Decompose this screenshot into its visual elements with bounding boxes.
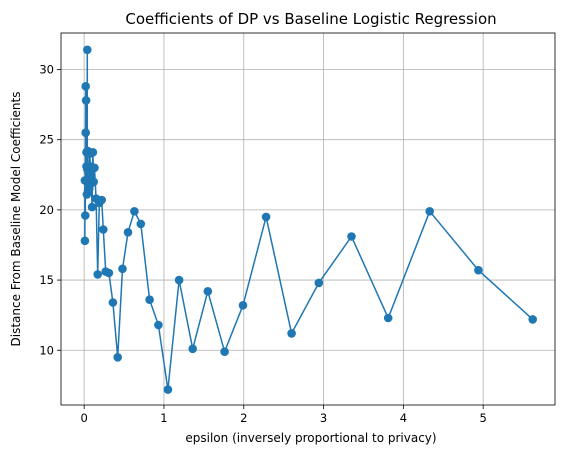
- data-point: [90, 163, 99, 173]
- data-point: [314, 278, 324, 288]
- data-point: [154, 320, 163, 330]
- data-point: [81, 128, 90, 137]
- x-tick-label: 1: [160, 411, 167, 425]
- data-point: [238, 301, 248, 310]
- data-point: [99, 225, 108, 234]
- data-point: [118, 264, 127, 274]
- data-point: [108, 298, 118, 307]
- data-point: [113, 353, 122, 362]
- y-tick-label: 30: [39, 62, 54, 76]
- data-point: [97, 195, 106, 205]
- grid: [61, 33, 555, 405]
- data-point: [136, 219, 146, 229]
- x-tick-label: 0: [80, 411, 87, 425]
- data-point: [474, 265, 483, 275]
- data-point: [81, 96, 91, 105]
- ticks: 0 1 2 3 4 5 10 15 20 25 30: [39, 62, 486, 425]
- x-axis-label: epsilon (inversely proportional to priva…: [185, 431, 436, 445]
- data-point: [220, 347, 229, 357]
- y-tick-label: 20: [39, 203, 54, 217]
- data-point: [287, 329, 296, 338]
- data-point: [163, 385, 173, 394]
- chart-title: Coefficients of DP vs Baseline Logistic …: [125, 10, 496, 28]
- data-point: [81, 211, 90, 220]
- data-point: [88, 148, 98, 157]
- x-tick-label: 2: [240, 411, 247, 425]
- data-point: [89, 177, 98, 187]
- data-point: [81, 82, 90, 91]
- y-axis-label: Distance From Baseline Model Coefficient…: [9, 92, 23, 347]
- y-tick-label: 25: [39, 133, 54, 147]
- data-point: [347, 232, 356, 241]
- y-tick-label: 10: [39, 343, 54, 357]
- data-point: [83, 45, 92, 55]
- data-point: [84, 169, 93, 178]
- y-tick-label: 15: [39, 273, 54, 287]
- data-point: [188, 344, 197, 354]
- data-point: [93, 270, 102, 279]
- data-point: [203, 287, 213, 296]
- data-point: [174, 275, 184, 285]
- x-tick-label: 4: [400, 411, 407, 425]
- data-point: [425, 207, 435, 216]
- data-point: [123, 228, 133, 237]
- x-tick-label: 3: [320, 411, 327, 425]
- x-tick-label: 5: [480, 411, 487, 425]
- plot-frame: [60, 32, 556, 406]
- data-point: [261, 212, 271, 222]
- data-point: [145, 295, 154, 305]
- data-point: [130, 207, 139, 216]
- data-point: [104, 268, 114, 278]
- data-point: [87, 202, 97, 212]
- data-point: [528, 315, 537, 324]
- data-point: [383, 313, 393, 323]
- marker-layer: [80, 45, 537, 394]
- data-point: [80, 236, 90, 246]
